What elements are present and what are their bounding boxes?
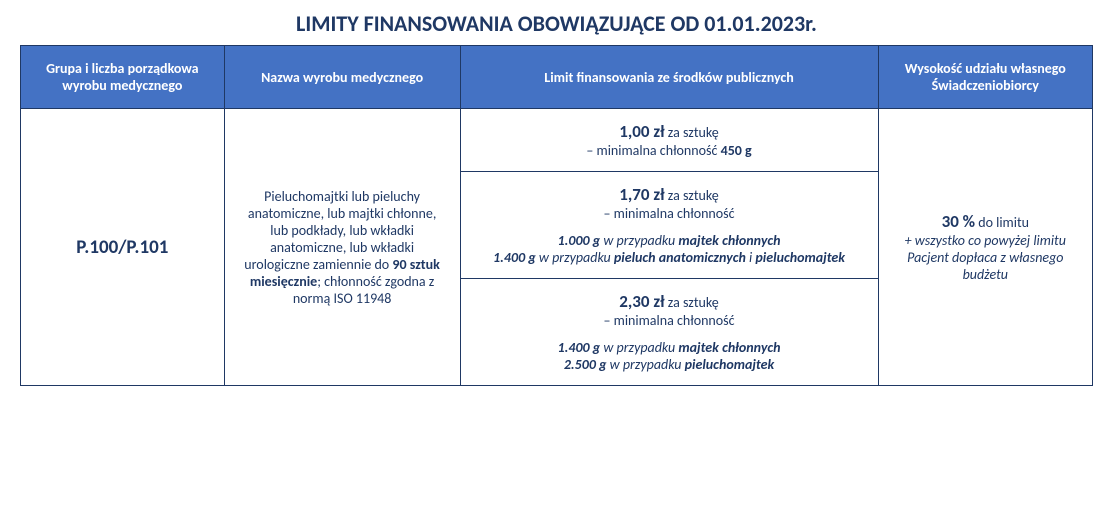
limits-table: Grupa i liczba porządkowa wyrobu medyczn… [20, 45, 1093, 386]
limit1-subline-bold: 450 g [721, 142, 752, 159]
limit1-per: za sztukę [665, 124, 719, 141]
limit2-d0-weight: 1.000 g [558, 232, 601, 249]
limit3-d1-target: pieluchomajtek [685, 356, 775, 373]
limit3-price: 2,30 zł [619, 291, 664, 312]
limit3-d0-weight: 1.400 g [558, 339, 601, 356]
limit3-subline: – minimalna chłonność [475, 312, 864, 329]
limit3-d1-weight: 2.500 g [564, 356, 607, 373]
limit2-subline: – minimalna chłonność [475, 205, 864, 222]
limit3-d0-target: majtek chłonnych [678, 339, 780, 356]
limit2-d0-target: majtek chłonnych [678, 232, 780, 249]
table-row: P.100/P.101 Pieluchomajtki lub pieluchy … [21, 109, 1093, 172]
limit3-d0-mid: w przypadku [600, 339, 678, 356]
header-limit: Limit finansowania ze środków publicznyc… [460, 46, 878, 109]
limit3-d1-mid: w przypadku [607, 356, 685, 373]
header-group: Grupa i liczba porządkowa wyrobu medyczn… [21, 46, 225, 109]
header-name: Nazwa wyrobu medycznego [224, 46, 460, 109]
cell-product-name: Pieluchomajtki lub pieluchy anatomiczne,… [224, 109, 460, 386]
share-main: 30 % [942, 211, 975, 232]
limit2-per: za sztukę [665, 187, 719, 204]
limit1-price: 1,00 zł [619, 121, 664, 142]
cell-share: 30 % do limitu + wszystko co powyżej lim… [878, 109, 1092, 386]
limit2-d1-mid: w przypadku [536, 249, 614, 266]
limit1-subline: – minimalna chłonność [586, 142, 720, 159]
group-code: P.100/P.101 [76, 236, 168, 259]
cell-group-code: P.100/P.101 [21, 109, 225, 386]
limit3-per: za sztukę [665, 294, 719, 311]
table-header-row: Grupa i liczba porządkowa wyrobu medyczn… [21, 46, 1093, 109]
page-title: LIMITY FINANSOWANIA OBOWIĄZUJĄCE OD 01.0… [20, 10, 1093, 37]
limit2-d0-mid: w przypadku [600, 232, 678, 249]
cell-limit-3: 2,30 zł za sztukę – minimalna chłonność … [460, 279, 878, 386]
cell-limit-2: 1,70 zł za sztukę – minimalna chłonność … [460, 172, 878, 279]
share-main-suffix: do limitu [975, 214, 1029, 231]
limit2-d1-target2: pieluchomajtek [755, 249, 845, 266]
cell-limit-1: 1,00 zł za sztukę – minimalna chłonność … [460, 109, 878, 172]
limit2-price: 1,70 zł [619, 184, 664, 205]
limit2-d1-target: pieluch anatomicznych [614, 249, 746, 266]
limit2-d1-weight: 1.400 g [493, 249, 536, 266]
share-note: + wszystko co powyżej limitu Pacjent dop… [893, 232, 1078, 283]
limit2-d1-tailplain: i [746, 249, 756, 266]
header-share: Wysokość udziału własnego Świadczeniobio… [878, 46, 1092, 109]
